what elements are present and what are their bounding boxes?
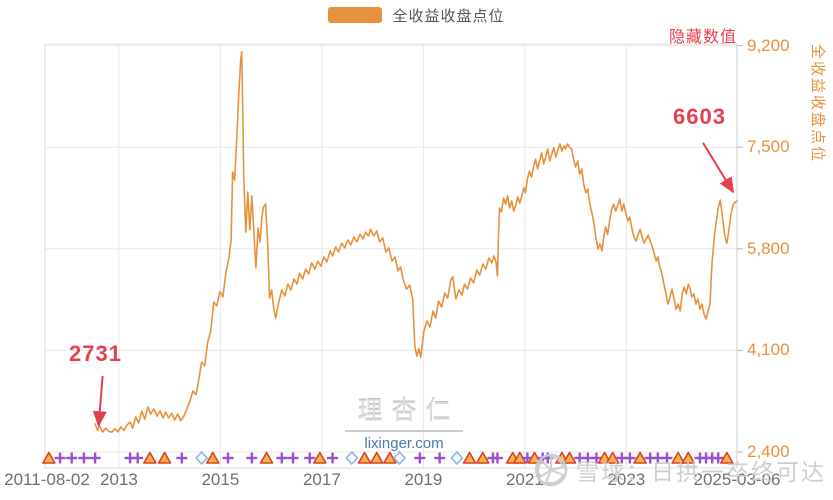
event-marker-warn (681, 451, 696, 464)
xueqiu-watermark-text: 雪球：日拱一卒终可达 (576, 459, 826, 485)
event-marker-warn (369, 451, 384, 464)
lixinger-wordmark: 理杏仁 (345, 391, 463, 432)
x-tick-label: 2021 (505, 470, 544, 489)
event-marker-warn (562, 451, 577, 464)
event-marker-warn (633, 451, 647, 464)
event-marker-warn (462, 451, 477, 464)
watermark-lixinger: 理杏仁 lixinger.com (345, 391, 463, 452)
event-marker-warn (313, 451, 327, 464)
legend-swatch (328, 7, 383, 23)
y-tick-label: 5,800 (747, 238, 790, 258)
event-marker-warn (671, 451, 685, 464)
y-axis-title: 全收益收盘点位 (809, 44, 826, 164)
annotation-arrow-2731 (92, 375, 107, 428)
x-tick-label: 2025-03-06 (693, 470, 781, 489)
annotation-arrow-6603 (702, 142, 735, 194)
watermark-xueqiu: 雪球：日拱一卒终可达 (534, 453, 826, 487)
x-tick-label: 2023 (607, 470, 646, 489)
legend-item-series[interactable]: 全收益收盘点位 (0, 4, 833, 26)
legend-label: 全收益收盘点位 (392, 7, 505, 25)
x-tick-label: 2013 (99, 470, 138, 489)
xueqiu-logo-icon (534, 453, 568, 487)
hide-values-button[interactable]: 隐藏数值 (668, 29, 737, 46)
event-marker-warn (357, 451, 372, 464)
y-tick-label: 7,500 (747, 137, 790, 157)
event-marker-warn (143, 451, 157, 464)
event-marker-warn (720, 451, 734, 464)
event-marker-warn (42, 451, 56, 464)
event-marker-warn (205, 451, 220, 464)
annotation-6603: 6603 (673, 104, 726, 129)
lixinger-url: lixinger.com (364, 435, 444, 452)
annotation-2731: 2731 (69, 341, 122, 366)
event-marker-diamond (345, 451, 359, 465)
x-tick-label: 2015 (201, 470, 240, 489)
event-marker-diamond (393, 451, 406, 465)
event-marker-warn (259, 451, 274, 464)
y-tick-label: 4,100 (747, 340, 790, 360)
series-line (94, 51, 738, 433)
x-tick-label: 2011-08-02 (4, 470, 90, 489)
x-tick-label: 2017 (302, 470, 341, 489)
event-marker-warn (383, 451, 397, 464)
y-tick-label: 2,400 (747, 442, 790, 461)
event-marker-warn (475, 451, 490, 464)
y-tick-label: 9,200 (747, 35, 790, 55)
x-tick-label: 2019 (404, 470, 443, 489)
event-marker-diamond (450, 451, 464, 465)
event-marker-warn (605, 451, 620, 464)
event-marker-diamond (195, 451, 208, 465)
event-marker-warn (157, 451, 172, 464)
